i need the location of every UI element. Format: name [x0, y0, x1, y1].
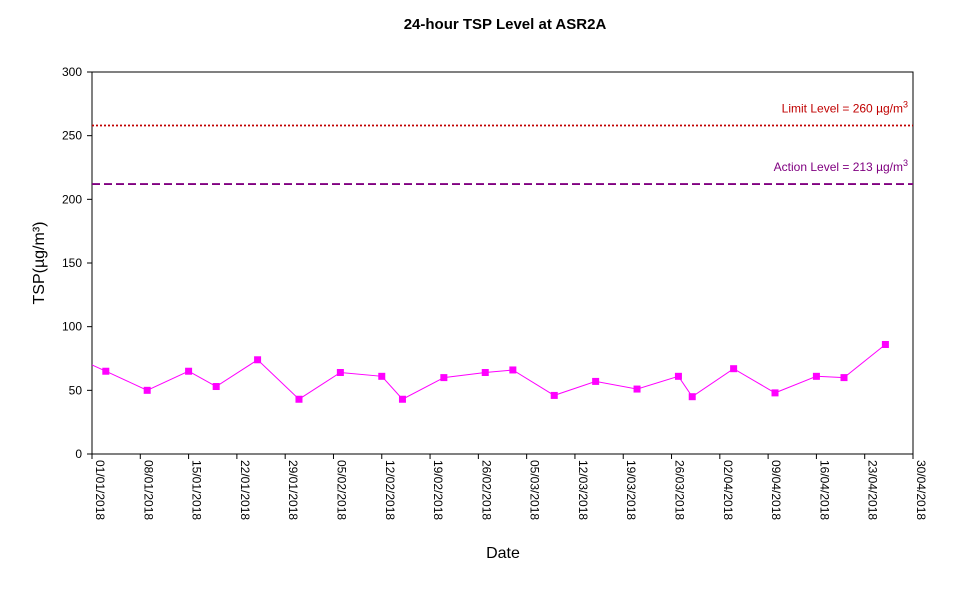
y-tick-label: 50 — [69, 383, 83, 397]
y-tick-label: 150 — [62, 256, 82, 270]
x-tick-label: 19/03/2018 — [624, 460, 638, 520]
x-tick-label: 05/02/2018 — [334, 460, 348, 520]
reference-line-label-sup: 3 — [903, 158, 908, 168]
data-point-marker — [185, 367, 193, 375]
y-axis-label: TSP(µg/m³) — [31, 222, 48, 305]
y-tick-label: 250 — [62, 129, 82, 143]
x-tick-label: 23/04/2018 — [866, 460, 880, 520]
reference-line-label-unit: µg/m — [876, 101, 903, 115]
x-tick-label: 09/04/2018 — [769, 460, 783, 520]
x-tick-label: 30/04/2018 — [914, 460, 928, 520]
x-tick-label: 05/03/2018 — [528, 460, 542, 520]
x-tick-label: 26/02/2018 — [479, 460, 493, 520]
plot-area — [91, 71, 914, 455]
x-tick-label: 15/01/2018 — [190, 460, 204, 520]
data-point-marker — [378, 372, 386, 380]
data-point-marker — [550, 391, 558, 399]
data-point-marker — [102, 367, 110, 375]
reference-line-label-unit: µg/m — [876, 160, 903, 174]
x-tick-label: 12/03/2018 — [576, 460, 590, 520]
reference-line-label: Action Level = 213 µg/m3 — [774, 158, 908, 174]
data-point-marker — [254, 356, 262, 364]
data-point-marker — [440, 374, 448, 382]
data-point-marker — [295, 395, 303, 403]
reference-line-label-text: Limit Level = 260 — [782, 101, 876, 115]
x-tick-label: 08/01/2018 — [141, 460, 155, 520]
x-tick-label: 01/01/2018 — [93, 460, 107, 520]
data-point-marker — [212, 383, 220, 391]
data-point-marker — [633, 385, 641, 393]
data-point-marker — [481, 369, 489, 377]
data-point-marker — [336, 369, 344, 377]
x-tick-label: 16/04/2018 — [817, 460, 831, 520]
x-axis-label: Date — [486, 545, 520, 562]
reference-line-label-sup: 3 — [903, 99, 908, 109]
y-axis: 0 50 100 150 200 250 300 — [62, 65, 92, 461]
y-tick-label: 300 — [62, 65, 82, 79]
data-point-marker — [881, 340, 889, 348]
data-point-marker — [730, 365, 738, 373]
y-tick-label: 0 — [75, 447, 82, 461]
data-series — [91, 340, 889, 403]
x-tick-label: 19/02/2018 — [431, 460, 445, 520]
data-point-marker — [674, 372, 682, 380]
x-tick-label: 26/03/2018 — [673, 460, 687, 520]
y-tick-label: 200 — [62, 192, 82, 206]
reference-line-label: Limit Level = 260 µg/m3 — [782, 99, 908, 115]
data-point-marker — [840, 374, 848, 382]
data-point-marker — [509, 366, 517, 374]
data-point-marker — [771, 389, 779, 397]
x-axis: 01/01/2018 08/01/2018 15/01/2018 22/01/2018… — [91, 454, 928, 520]
data-point-marker — [143, 386, 151, 394]
reference-line-label-text: Action Level = 213 — [774, 160, 876, 174]
data-point-marker — [688, 393, 696, 401]
y-tick-label: 100 — [62, 320, 82, 334]
x-tick-label: 02/04/2018 — [721, 460, 735, 520]
x-tick-label: 29/01/2018 — [286, 460, 300, 520]
x-tick-label: 12/02/2018 — [383, 460, 397, 520]
data-point-marker — [398, 395, 406, 403]
chart-title: 24-hour TSP Level at ASR2A — [404, 16, 607, 33]
data-point-marker — [812, 372, 820, 380]
data-point-marker — [592, 377, 600, 385]
x-tick-label: 22/01/2018 — [238, 460, 252, 520]
